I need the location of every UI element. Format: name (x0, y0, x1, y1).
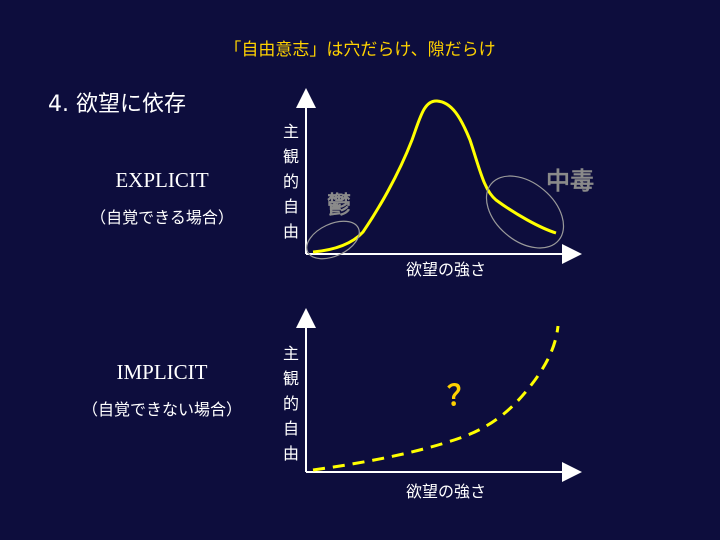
explicit-diagram: 主 観 的 自 由 欲望の強さ 鬱 中毒 (283, 88, 594, 279)
y-axis-char: 由 (283, 222, 299, 241)
depression-region-ellipse (306, 220, 360, 260)
y-axis-char: 由 (283, 444, 299, 463)
y-axis-char: 主 (283, 122, 299, 141)
addiction-region-ellipse (485, 175, 565, 249)
addiction-annotation: 中毒 (546, 167, 594, 195)
slide-title: 「自由意志」は穴だらけ、隙だらけ (224, 40, 496, 60)
implicit-label: IMPLICIT (116, 360, 208, 384)
explicit-x-axis-label: 欲望の強さ (406, 260, 486, 279)
section-heading: 4. 欲望に依存 (48, 92, 186, 117)
y-axis-char: 自 (283, 419, 299, 438)
explicit-label: EXPLICIT (115, 168, 209, 192)
implicit-subtitle: （自覚できない場合） (81, 400, 242, 419)
y-axis-char: 観 (283, 147, 299, 166)
y-axis-char: 観 (283, 369, 299, 388)
implicit-diagram: 主 観 的 自 由 欲望の強さ ？ (283, 308, 582, 501)
implicit-freedom-curve (312, 325, 560, 472)
depression-annotation: 鬱 (327, 191, 351, 219)
implicit-x-axis-label: 欲望の強さ (406, 482, 486, 501)
explicit-freedom-curve (312, 99, 557, 254)
unknown-annotation: ？ (447, 379, 475, 412)
y-axis-char: 的 (283, 172, 299, 191)
y-axis-char: 自 (283, 197, 299, 216)
y-axis-char: 主 (283, 344, 299, 363)
explicit-y-axis-label: 主 観 的 自 由 (283, 122, 299, 241)
y-axis-char: 的 (283, 394, 299, 413)
explicit-subtitle: （自覚できる場合） (90, 208, 234, 227)
implicit-y-axis-label: 主 観 的 自 由 (283, 344, 299, 463)
